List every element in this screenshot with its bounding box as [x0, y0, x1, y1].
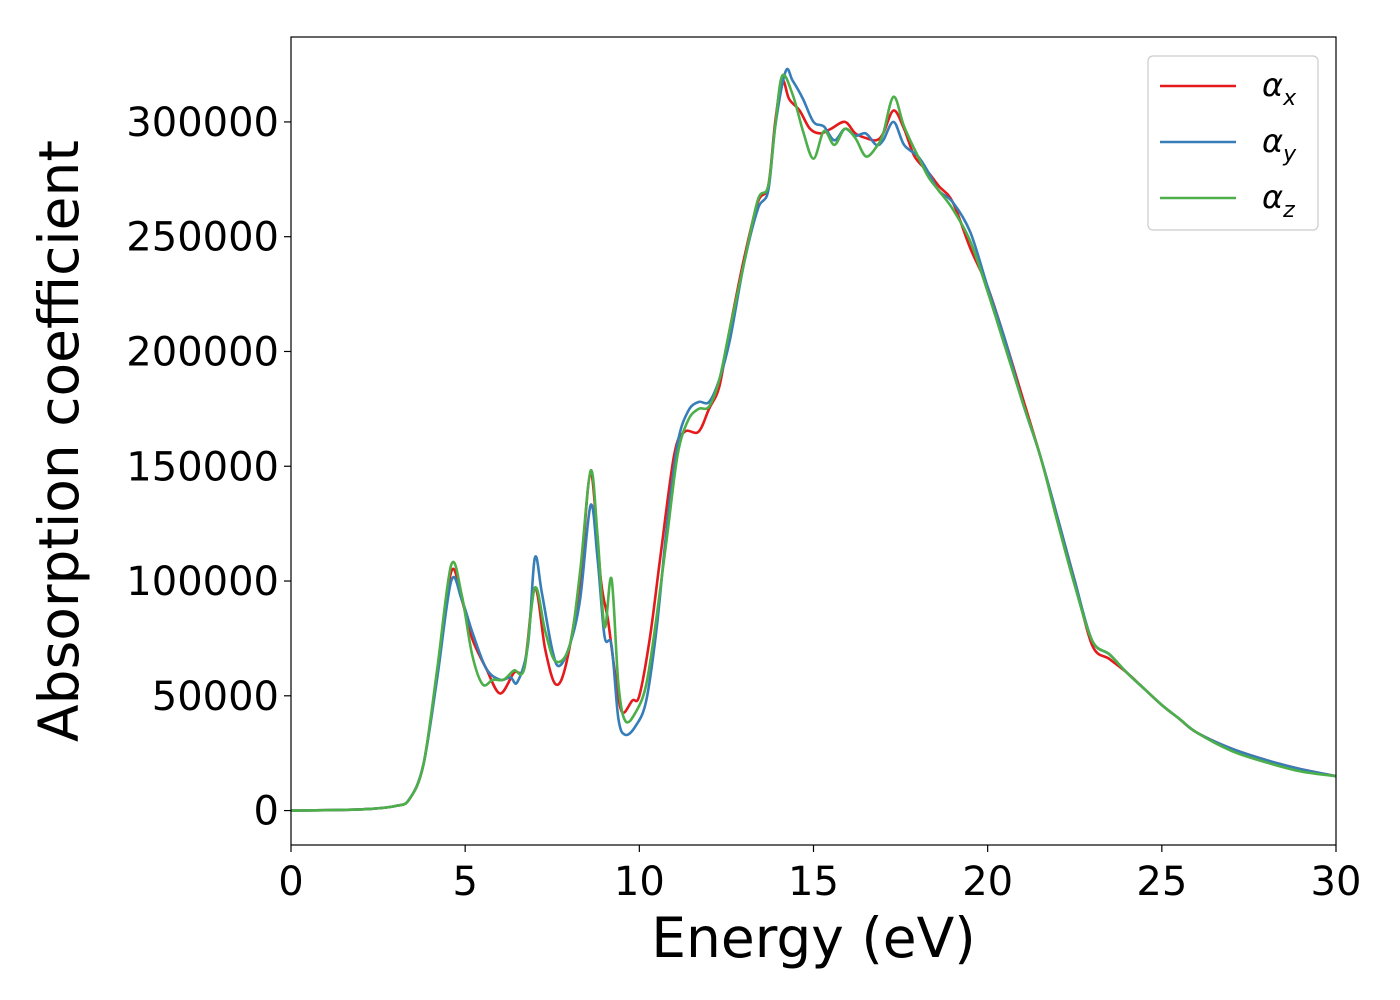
legend-label-x: αx: [1262, 66, 1297, 111]
x-tick-label: 20: [962, 859, 1013, 905]
legend-label-y: αy: [1262, 122, 1297, 167]
y-tick-label: 50000: [152, 674, 279, 720]
y-tick-label: 250000: [126, 215, 279, 261]
x-axis-ticks: 0 5 10 15 20 25 30: [278, 845, 1361, 905]
x-tick-label: 15: [788, 859, 839, 905]
plot-lines: [291, 67, 1336, 812]
x-axis-label: Energy (eV): [651, 906, 975, 970]
x-tick-label: 25: [1136, 859, 1187, 905]
x-tick-label: 30: [1311, 859, 1362, 905]
y-tick-label: 150000: [126, 444, 279, 490]
x-tick-label: 5: [452, 859, 477, 905]
x-tick-label: 0: [278, 859, 303, 905]
y-axis-ticks: 0 50000 100000 150000 200000 250000 300000: [126, 100, 291, 835]
x-tick-label: 10: [614, 859, 665, 905]
y-tick-label: 200000: [126, 329, 279, 375]
legend-label-z: αz: [1262, 178, 1295, 223]
y-tick-label: 100000: [126, 559, 279, 605]
legend: αx αy αz: [1147, 55, 1319, 231]
y-axis-label: Absorption coefficient: [27, 140, 91, 742]
y-tick-label: 300000: [126, 100, 279, 146]
y-tick-label: 0: [254, 789, 279, 835]
series-line-z: [291, 73, 1336, 812]
